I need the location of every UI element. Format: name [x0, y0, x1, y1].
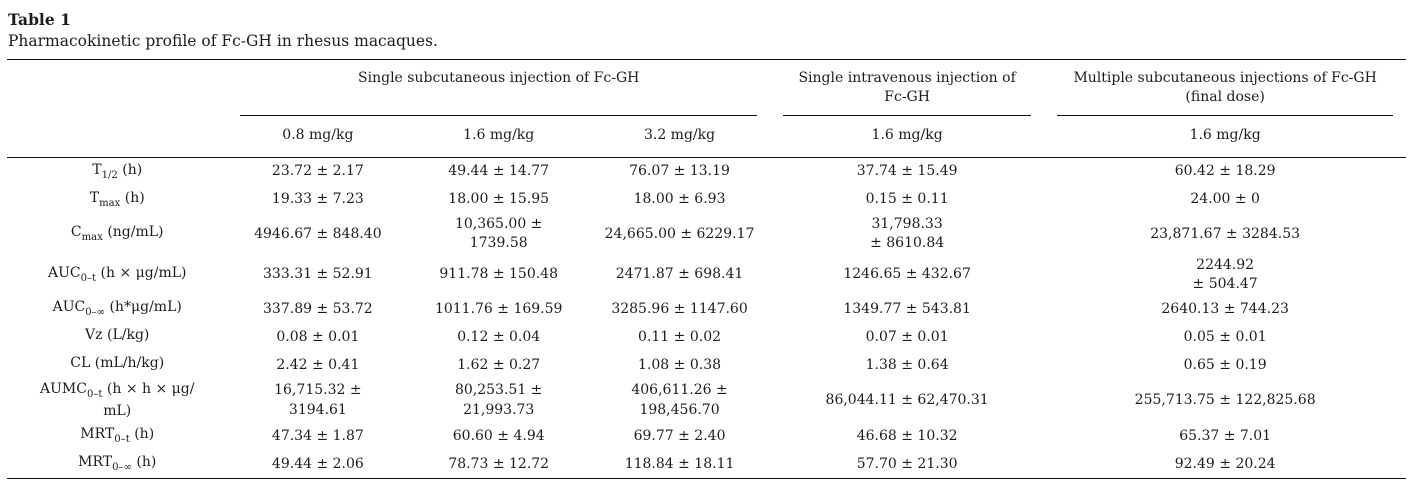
table-row-vz: Vz (L/kg) 0.08 ± 0.01 0.12 ± 0.04 0.11 ±…	[7, 323, 1406, 351]
value-cell: 1.62 ± 0.27	[457, 356, 541, 373]
value-cell: 1349.77 ± 543.81	[843, 300, 971, 317]
value-cell: 0.08 ± 0.01	[276, 328, 360, 345]
value-cell: 4946.67 ± 848.40	[254, 225, 382, 242]
value-cell: 10,365.00 ± 1739.58	[454, 216, 543, 252]
value-cell: 2471.87 ± 698.41	[615, 266, 744, 283]
stub-header	[7, 59, 228, 118]
stub-header	[7, 118, 228, 158]
table-row-mrt-0-t: MRT0–t (h) 47.34 ± 1.87 60.60 ± 4.94 69.…	[7, 422, 1406, 450]
dose-header-row: 0.8 mg/kg 1.6 mg/kg 3.2 mg/kg 1.6 mg/kg …	[7, 118, 1406, 158]
value-cell: 60.60 ± 4.94	[452, 427, 545, 444]
value-cell: 406,611.26 ± 198,456.70	[631, 382, 728, 418]
value-cell: 78.73 ± 12.72	[408, 450, 590, 480]
param-label: MRT0–t (h)	[80, 426, 155, 446]
dose-header-iv-1.6: 1.6 mg/kg	[769, 118, 1045, 158]
table-row-mrt-0-inf: MRT0–∞ (h) 49.44 ± 2.06 78.73 ± 12.72 11…	[7, 450, 1406, 480]
value-cell: 69.77 ± 2.40	[633, 427, 726, 444]
value-cell: 0.07 ± 0.01	[865, 328, 949, 345]
paper-table-region: Table 1 Pharmacokinetic profile of Fc-GH…	[7, 10, 1406, 480]
param-label: T1/2 (h)	[92, 162, 143, 181]
value-cell: 86,044.11 ± 62,470.31	[825, 392, 989, 409]
value-cell: 47.34 ± 1.87	[271, 427, 364, 444]
value-cell: 57.70 ± 21.30	[769, 450, 1045, 480]
table-caption: Pharmacokinetic profile of Fc-GH in rhes…	[8, 32, 438, 50]
pk-table: Single subcutaneous injection of Fc-GH S…	[7, 59, 1406, 480]
value-cell: 24.00 ± 0	[1190, 191, 1260, 208]
value-cell: 118.84 ± 18.11	[589, 450, 770, 480]
value-cell: 23.72 ± 2.17	[271, 163, 364, 180]
group-header-row: Single subcutaneous injection of Fc-GH S…	[7, 59, 1406, 118]
param-label: AUMC0–t (h × h × μg/ mL)	[39, 381, 195, 419]
value-cell: 1.08 ± 0.38	[638, 356, 722, 373]
table-row-auc-0-t: AUC0–t (h × μg/mL) 333.31 ± 52.91 911.78…	[7, 255, 1406, 296]
value-cell: 49.44 ± 14.77	[448, 163, 550, 180]
value-cell: 0.05 ± 0.01	[1183, 328, 1267, 345]
value-cell: 16,715.32 ± 3194.61	[274, 382, 362, 418]
value-cell: 23,871.67 ± 3284.53	[1150, 225, 1301, 242]
value-cell: 76.07 ± 13.19	[629, 163, 730, 180]
dose-header-sc-1.6: 1.6 mg/kg	[408, 118, 590, 158]
value-cell: 2244.92 ± 504.47	[1192, 256, 1258, 292]
dose-header-ms-1.6: 1.6 mg/kg	[1044, 118, 1406, 158]
value-cell: 1246.65 ± 432.67	[843, 266, 971, 283]
value-cell: 0.65 ± 0.19	[1183, 356, 1267, 373]
value-cell: 65.37 ± 7.01	[1179, 427, 1272, 444]
value-cell: 46.68 ± 10.32	[856, 427, 958, 444]
group-header-single-iv-label: Single intravenous injection of Fc-GH	[798, 70, 1016, 106]
value-cell: 2.42 ± 0.41	[276, 356, 360, 373]
dose-header-sc-0.8: 0.8 mg/kg	[227, 118, 409, 158]
table-row-t-max: Tmax (h) 19.33 ± 7.23 18.00 ± 15.95 18.0…	[7, 186, 1406, 214]
value-cell: 255,713.75 ± 122,825.68	[1134, 392, 1316, 409]
param-label: AUC0–∞ (h*μg/mL)	[52, 299, 182, 319]
value-cell: 1.38 ± 0.64	[865, 356, 949, 373]
value-cell: 0.12 ± 0.04	[457, 328, 541, 345]
value-cell: 49.44 ± 2.06	[227, 450, 409, 480]
dose-header-sc-3.2: 3.2 mg/kg	[589, 118, 770, 158]
table-row-auc-0-inf: AUC0–∞ (h*μg/mL) 337.89 ± 53.72 1011.76 …	[7, 295, 1406, 323]
table-row-t-half: T1/2 (h) 23.72 ± 2.17 49.44 ± 14.77 76.0…	[7, 158, 1406, 186]
param-label: Vz (L/kg)	[85, 327, 150, 344]
value-cell: 24,665.00 ± 6229.17	[604, 225, 755, 242]
table-row-cl: CL (mL/h/kg) 2.42 ± 0.41 1.62 ± 0.27 1.0…	[7, 351, 1406, 379]
value-cell: 911.78 ± 150.48	[439, 266, 558, 283]
value-cell: 1011.76 ± 169.59	[434, 300, 563, 317]
value-cell: 31,798.33 ± 8610.84	[870, 216, 945, 252]
table-row-c-max: Cmax (ng/mL) 4946.67 ± 848.40 10,365.00 …	[7, 214, 1406, 255]
param-label: Tmax (h)	[89, 190, 145, 209]
value-cell: 80,253.51 ± 21,993.73	[454, 382, 543, 418]
value-cell: 19.33 ± 7.23	[271, 191, 364, 208]
value-cell: 2640.13 ± 744.23	[1161, 300, 1289, 317]
value-cell: 0.15 ± 0.11	[865, 191, 949, 208]
value-cell: 0.11 ± 0.02	[638, 328, 722, 345]
param-label: AUC0–t (h × μg/mL)	[47, 265, 187, 284]
group-header-single-sc-label: Single subcutaneous injection of Fc-GH	[358, 70, 640, 86]
table-number: Table 1	[8, 10, 71, 29]
value-cell: 37.74 ± 15.49	[856, 163, 958, 180]
value-cell: 333.31 ± 52.91	[263, 266, 373, 283]
group-header-multi-sc: Multiple subcutaneous injections of Fc-G…	[1044, 59, 1406, 118]
value-cell: 92.49 ± 20.24	[1044, 450, 1406, 480]
value-cell: 337.89 ± 53.72	[263, 300, 373, 317]
value-cell: 18.00 ± 15.95	[448, 191, 550, 208]
group-header-multi-sc-label: Multiple subcutaneous injections of Fc-G…	[1073, 70, 1377, 106]
group-header-single-sc: Single subcutaneous injection of Fc-GH	[227, 59, 770, 118]
value-cell: 3285.96 ± 1147.60	[611, 300, 748, 317]
param-label: MRT0–∞ (h)	[7, 450, 228, 480]
value-cell: 60.42 ± 18.29	[1174, 163, 1276, 180]
param-label: CL (mL/h/kg)	[70, 355, 165, 372]
param-label: Cmax (ng/mL)	[70, 224, 164, 244]
value-cell: 18.00 ± 6.93	[633, 191, 726, 208]
table-row-aumc-0-t: AUMC0–t (h × h × μg/ mL) 16,715.32 ± 319…	[7, 379, 1406, 422]
group-header-single-iv: Single intravenous injection of Fc-GH	[769, 59, 1045, 118]
